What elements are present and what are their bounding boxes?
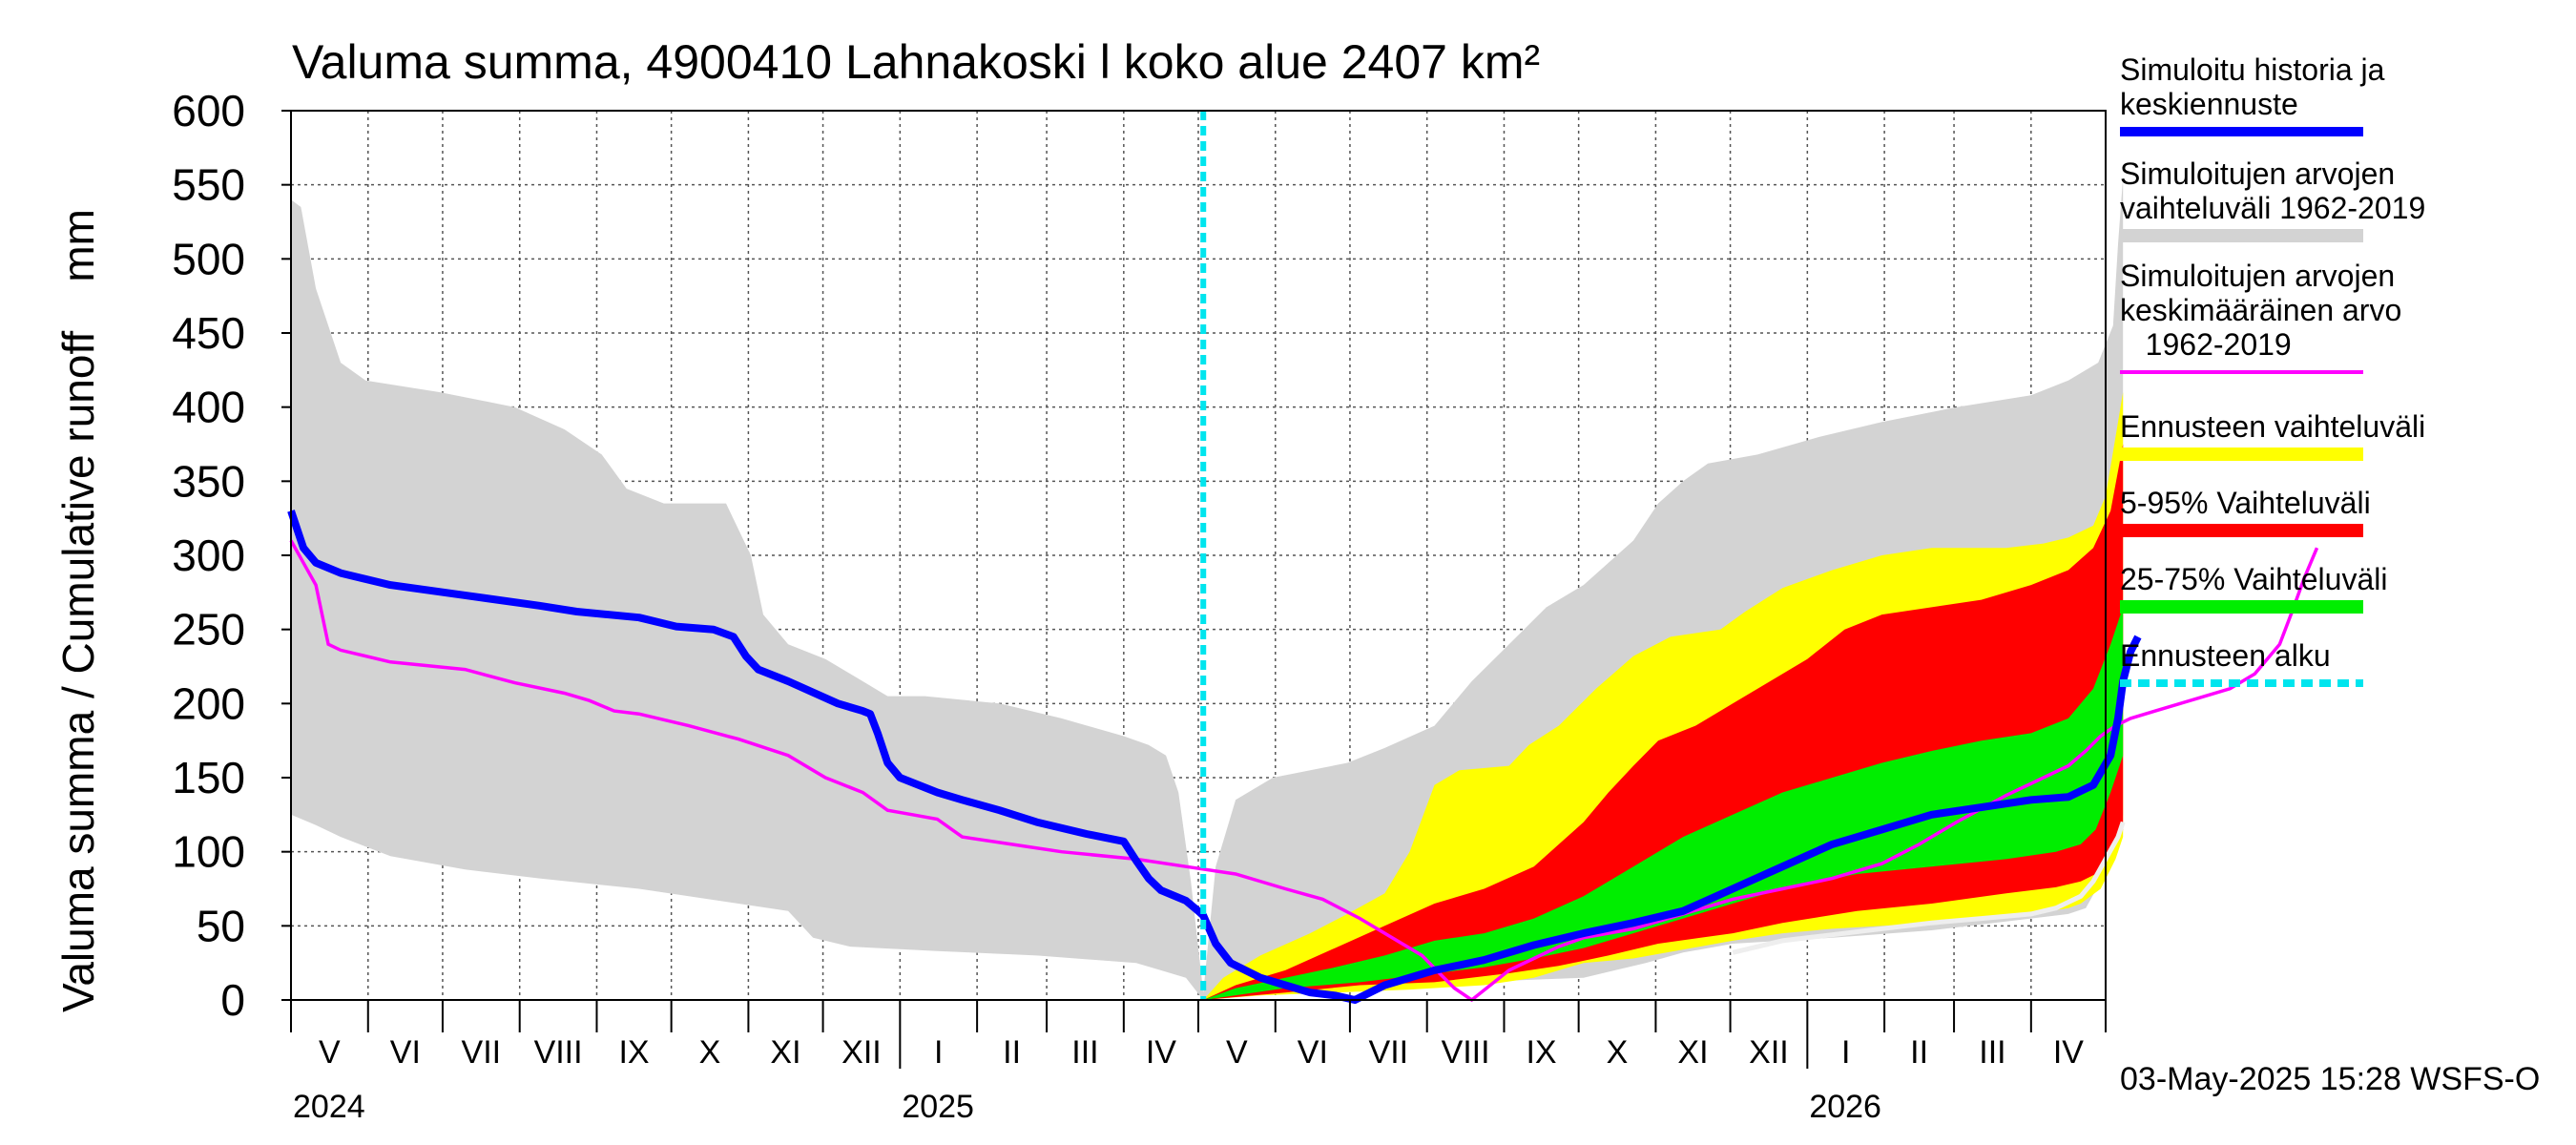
month-label: III	[1071, 1034, 1098, 1071]
year-label: 2026	[1809, 1089, 1881, 1125]
legend-label: keskimääräinen arvo	[2120, 293, 2401, 327]
legend-label: Ennusteen vaihteluväli	[2120, 409, 2425, 444]
year-label: 2024	[293, 1089, 365, 1125]
month-label: IV	[1146, 1034, 1176, 1071]
legend-label: 5-95% Vaihteluväli	[2120, 486, 2371, 520]
y-tick-label: 300	[172, 531, 245, 580]
y-tick-label: 400	[172, 383, 245, 432]
timestamp: 03-May-2025 15:28 WSFS-O	[2120, 1061, 2540, 1097]
legend-label: vaihteluväli 1962-2019	[2120, 191, 2425, 225]
month-label: VI	[390, 1034, 421, 1071]
month-label: IX	[618, 1034, 649, 1071]
x-axis: V VI VII VIII IX X XI XII I II III IV V VI VII VIII IX X X…	[290, 1000, 2107, 1125]
month-label: VIII	[1442, 1034, 1490, 1071]
month-label: X	[699, 1034, 721, 1071]
month-label: VII	[1369, 1034, 1409, 1071]
month-label: I	[934, 1034, 943, 1071]
y-tick-label: 150	[172, 753, 245, 802]
month-label: II	[1910, 1034, 1928, 1071]
y-tick-label: 0	[220, 975, 245, 1025]
y-axis-label: Valuma summa / Cumulative runoff mm	[53, 209, 103, 1012]
month-label: IX	[1526, 1034, 1556, 1071]
month-label: XI	[770, 1034, 800, 1071]
legend-label: keskiennuste	[2120, 87, 2298, 121]
area-layers	[291, 177, 2124, 1001]
month-label: VIII	[534, 1034, 583, 1071]
month-label: XII	[1749, 1034, 1789, 1071]
history-forecast-line	[287, 510, 2142, 1004]
month-label: VII	[462, 1034, 502, 1071]
chart-title: Valuma summa, 4900410 Lahnakoski l koko …	[292, 35, 1540, 89]
month-label: IV	[2053, 1034, 2084, 1071]
month-label: I	[1841, 1034, 1850, 1071]
month-label: VI	[1298, 1034, 1328, 1071]
y-tick-label: 450	[172, 308, 245, 358]
y-tick-label: 50	[197, 901, 245, 950]
month-label: III	[1979, 1034, 2005, 1071]
y-tick-label: 350	[172, 456, 245, 506]
legend-label: 25-75% Vaihteluväli	[2120, 562, 2387, 596]
legend-label: Simuloitujen arvojen	[2120, 259, 2395, 293]
year-label: 2025	[902, 1089, 974, 1125]
month-label: XI	[1677, 1034, 1708, 1071]
legend-label: Ennusteen alku	[2120, 638, 2331, 673]
month-label: II	[1003, 1034, 1021, 1071]
legend-label: Simuloitu historia ja	[2120, 52, 2385, 87]
month-label: XII	[841, 1034, 882, 1071]
y-tick-label: 500	[172, 234, 245, 283]
y-tick-label: 250	[172, 605, 245, 655]
y-tick-label: 200	[172, 678, 245, 728]
month-label: V	[319, 1034, 341, 1071]
y-tick-label: 550	[172, 160, 245, 210]
legend-label: 1962-2019	[2120, 327, 2292, 362]
month-label: X	[1607, 1034, 1629, 1071]
y-axis: 0 50 100 150 200 250 300 350 400 450 500 550 600	[172, 86, 291, 1025]
month-label: V	[1226, 1034, 1248, 1071]
y-tick-label: 100	[172, 827, 245, 877]
legend-label: Simuloitujen arvojen	[2120, 156, 2395, 191]
y-tick-label: 600	[172, 86, 245, 135]
